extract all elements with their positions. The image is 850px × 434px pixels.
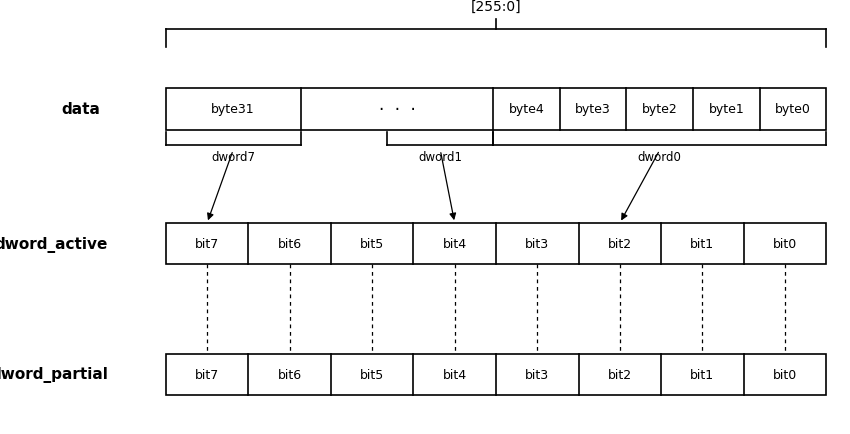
Text: ·  ·  ·: · · · xyxy=(378,101,416,118)
Text: byte0: byte0 xyxy=(775,103,811,116)
Text: bit6: bit6 xyxy=(277,368,302,381)
Text: bit4: bit4 xyxy=(443,238,467,250)
Text: bit3: bit3 xyxy=(525,368,549,381)
Text: bit7: bit7 xyxy=(195,368,219,381)
Text: byte3: byte3 xyxy=(575,103,611,116)
Text: bit7: bit7 xyxy=(195,238,219,250)
Text: byte31: byte31 xyxy=(212,103,255,116)
Text: bit6: bit6 xyxy=(277,238,302,250)
Text: bit4: bit4 xyxy=(443,368,467,381)
Text: bit5: bit5 xyxy=(360,238,384,250)
Text: dword0: dword0 xyxy=(638,151,682,164)
Text: bit3: bit3 xyxy=(525,238,549,250)
Text: bit1: bit1 xyxy=(690,368,715,381)
Text: bit0: bit0 xyxy=(773,368,797,381)
Text: data: data xyxy=(61,102,100,117)
Bar xyxy=(166,89,826,130)
Text: [255:0]: [255:0] xyxy=(471,0,521,14)
Text: byte2: byte2 xyxy=(642,103,677,116)
Text: bit2: bit2 xyxy=(608,368,632,381)
Text: dword7: dword7 xyxy=(211,151,255,164)
Bar xyxy=(166,354,826,395)
Text: byte1: byte1 xyxy=(708,103,745,116)
Bar xyxy=(166,224,826,265)
Text: dword_partial: dword_partial xyxy=(0,366,108,382)
Text: bit1: bit1 xyxy=(690,238,715,250)
Text: dword1: dword1 xyxy=(418,151,462,164)
Text: byte4: byte4 xyxy=(508,103,545,116)
Text: bit2: bit2 xyxy=(608,238,632,250)
Text: bit0: bit0 xyxy=(773,238,797,250)
Text: bit5: bit5 xyxy=(360,368,384,381)
Text: dword_active: dword_active xyxy=(0,236,108,252)
